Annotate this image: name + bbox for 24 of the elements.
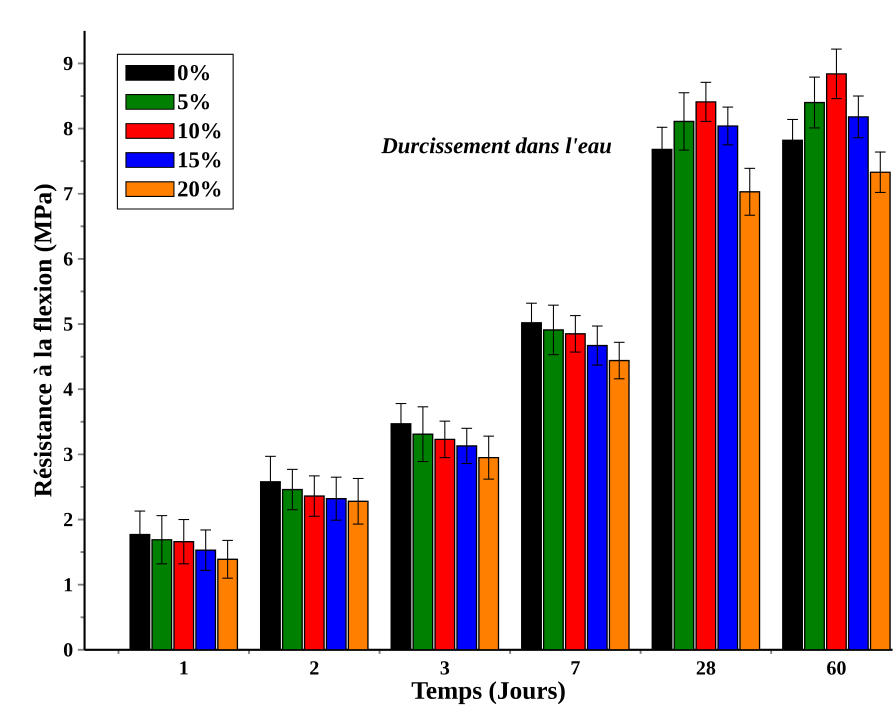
annotation: Durcissement dans l'eau	[381, 137, 612, 154]
legend-label: 20%	[178, 181, 220, 197]
legend-label: 15%	[178, 152, 220, 168]
x-axis-title: Temps (Jours)	[412, 681, 565, 704]
x-tick-label: 28	[696, 661, 716, 675]
y-axis-title: Résistance à la flexion (MPa)	[33, 184, 57, 497]
x-tick-label: 7	[572, 661, 580, 674]
legend-label: 5%	[178, 94, 210, 110]
y-tick-label: 9	[64, 56, 72, 70]
y-tick-label: 1	[64, 578, 72, 592]
x-tick-label: 1	[180, 661, 188, 674]
legend-label: 10%	[178, 123, 220, 138]
y-tick-label: 2	[64, 512, 72, 526]
y-tick-label: 3	[64, 448, 72, 462]
y-tick-label: 8	[64, 122, 73, 136]
y-tick-label: 5	[64, 317, 72, 331]
legend-label: 0%	[178, 64, 210, 80]
y-tick-label: 6	[64, 252, 73, 266]
y-tick-label: 7	[64, 187, 73, 200]
y-tick-label: 4	[63, 382, 73, 396]
x-tick-label: 2	[310, 661, 318, 674]
y-tick-label: 0	[64, 643, 72, 657]
x-tick-label: 3	[440, 661, 450, 675]
x-tick-label: 60	[827, 661, 846, 675]
